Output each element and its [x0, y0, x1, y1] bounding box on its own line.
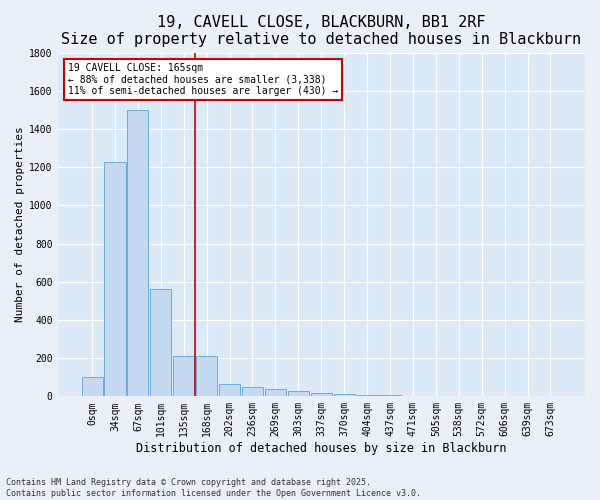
Bar: [219, 384, 240, 396]
Bar: [242, 387, 263, 396]
Bar: [173, 356, 194, 397]
Bar: [104, 162, 125, 396]
Bar: [150, 290, 172, 397]
Bar: [82, 377, 103, 396]
Bar: [334, 394, 355, 396]
Text: Contains HM Land Registry data © Crown copyright and database right 2025.
Contai: Contains HM Land Registry data © Crown c…: [6, 478, 421, 498]
Bar: [311, 393, 332, 396]
Text: 19 CAVELL CLOSE: 165sqm
← 88% of detached houses are smaller (3,338)
11% of semi: 19 CAVELL CLOSE: 165sqm ← 88% of detache…: [68, 63, 338, 96]
Bar: [265, 389, 286, 396]
Title: 19, CAVELL CLOSE, BLACKBURN, BB1 2RF
Size of property relative to detached house: 19, CAVELL CLOSE, BLACKBURN, BB1 2RF Siz…: [61, 15, 581, 48]
X-axis label: Distribution of detached houses by size in Blackburn: Distribution of detached houses by size …: [136, 442, 506, 455]
Bar: [288, 391, 309, 396]
Bar: [196, 356, 217, 397]
Bar: [127, 110, 148, 397]
Y-axis label: Number of detached properties: Number of detached properties: [15, 126, 25, 322]
Bar: [356, 395, 377, 396]
